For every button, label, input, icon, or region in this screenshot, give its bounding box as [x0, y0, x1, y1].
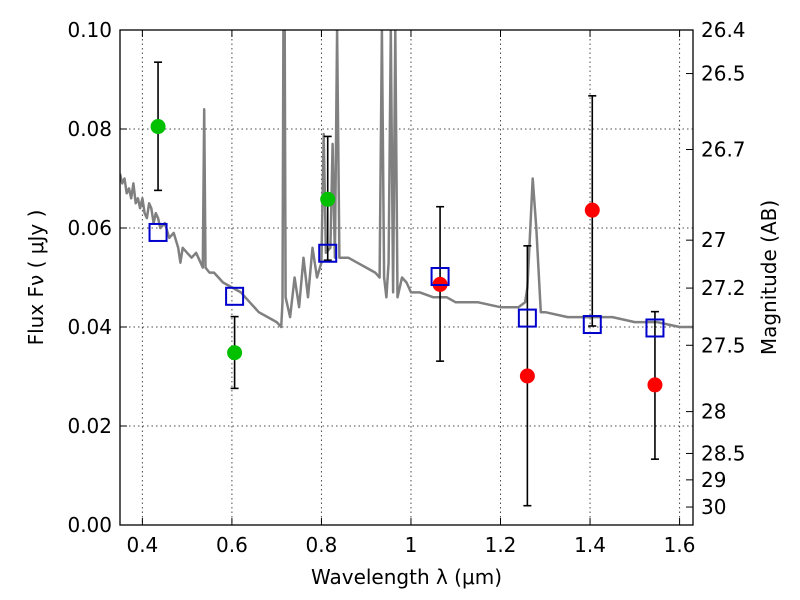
magnitude-axis-label: Magnitude (AB): [757, 200, 781, 355]
observed-flux-point: [150, 119, 166, 135]
magnitude-tick-label: 26.5: [701, 62, 746, 86]
x-tick-label: 1.2: [485, 533, 517, 557]
axes: 0.4 0.6 0.8 1 1.2 1.4 1.6 0.00 0.02 0.04 0.06 0.08 0…: [67, 18, 745, 557]
x-tick-label: 1.6: [664, 533, 696, 557]
model-flux-square: [582, 315, 602, 335]
y-tick-label: 0.10: [67, 18, 112, 42]
plot-frame: [119, 29, 694, 526]
model-flux-square: [318, 243, 338, 263]
model-spectrum-line: [120, 30, 693, 329]
y-axis-label: Flux Fν ( μJy ): [24, 210, 48, 346]
magnitude-tick-label: 28.5: [701, 441, 746, 465]
model-flux-square: [148, 222, 168, 242]
observed-flux-point: [647, 377, 663, 393]
observed-flux-point: [320, 191, 336, 207]
x-tick-label: 0.4: [126, 533, 158, 557]
y-tick-label: 0.00: [67, 513, 112, 537]
y-tick-label: 0.08: [67, 117, 112, 141]
magnitude-tick-label: 27.5: [701, 333, 746, 357]
magnitude-tick-label: 26.4: [701, 18, 746, 42]
observed-flux-point: [519, 368, 535, 384]
x-tick-label: 0.8: [306, 533, 338, 557]
grid: [120, 29, 693, 526]
observed-flux-point: [227, 345, 243, 361]
observed-flux-point: [584, 202, 600, 218]
y-tick-label: 0.02: [67, 414, 112, 438]
y-tick-label: 0.04: [67, 315, 112, 339]
y-tick-label: 0.06: [67, 216, 112, 240]
model-flux-square: [517, 308, 537, 328]
magnitude-tick-label: 30: [701, 495, 726, 519]
x-axis-label: Wavelength λ (μm): [311, 565, 502, 589]
x-tick-label: 1: [405, 533, 418, 557]
magnitude-tick-label: 27: [701, 228, 726, 252]
magnitude-tick-label: 28: [701, 400, 726, 424]
model-flux-square: [225, 286, 245, 306]
magnitude-tick-label: 26.7: [701, 138, 746, 162]
x-tick-label: 1.4: [574, 533, 606, 557]
magnitude-tick-label: 27.2: [701, 276, 746, 300]
x-tick-label: 0.6: [216, 533, 248, 557]
plot-series: [120, 30, 693, 507]
model-flux-square: [430, 267, 450, 287]
magnitude-tick-label: 29: [701, 468, 726, 492]
model-flux-square: [645, 318, 665, 338]
